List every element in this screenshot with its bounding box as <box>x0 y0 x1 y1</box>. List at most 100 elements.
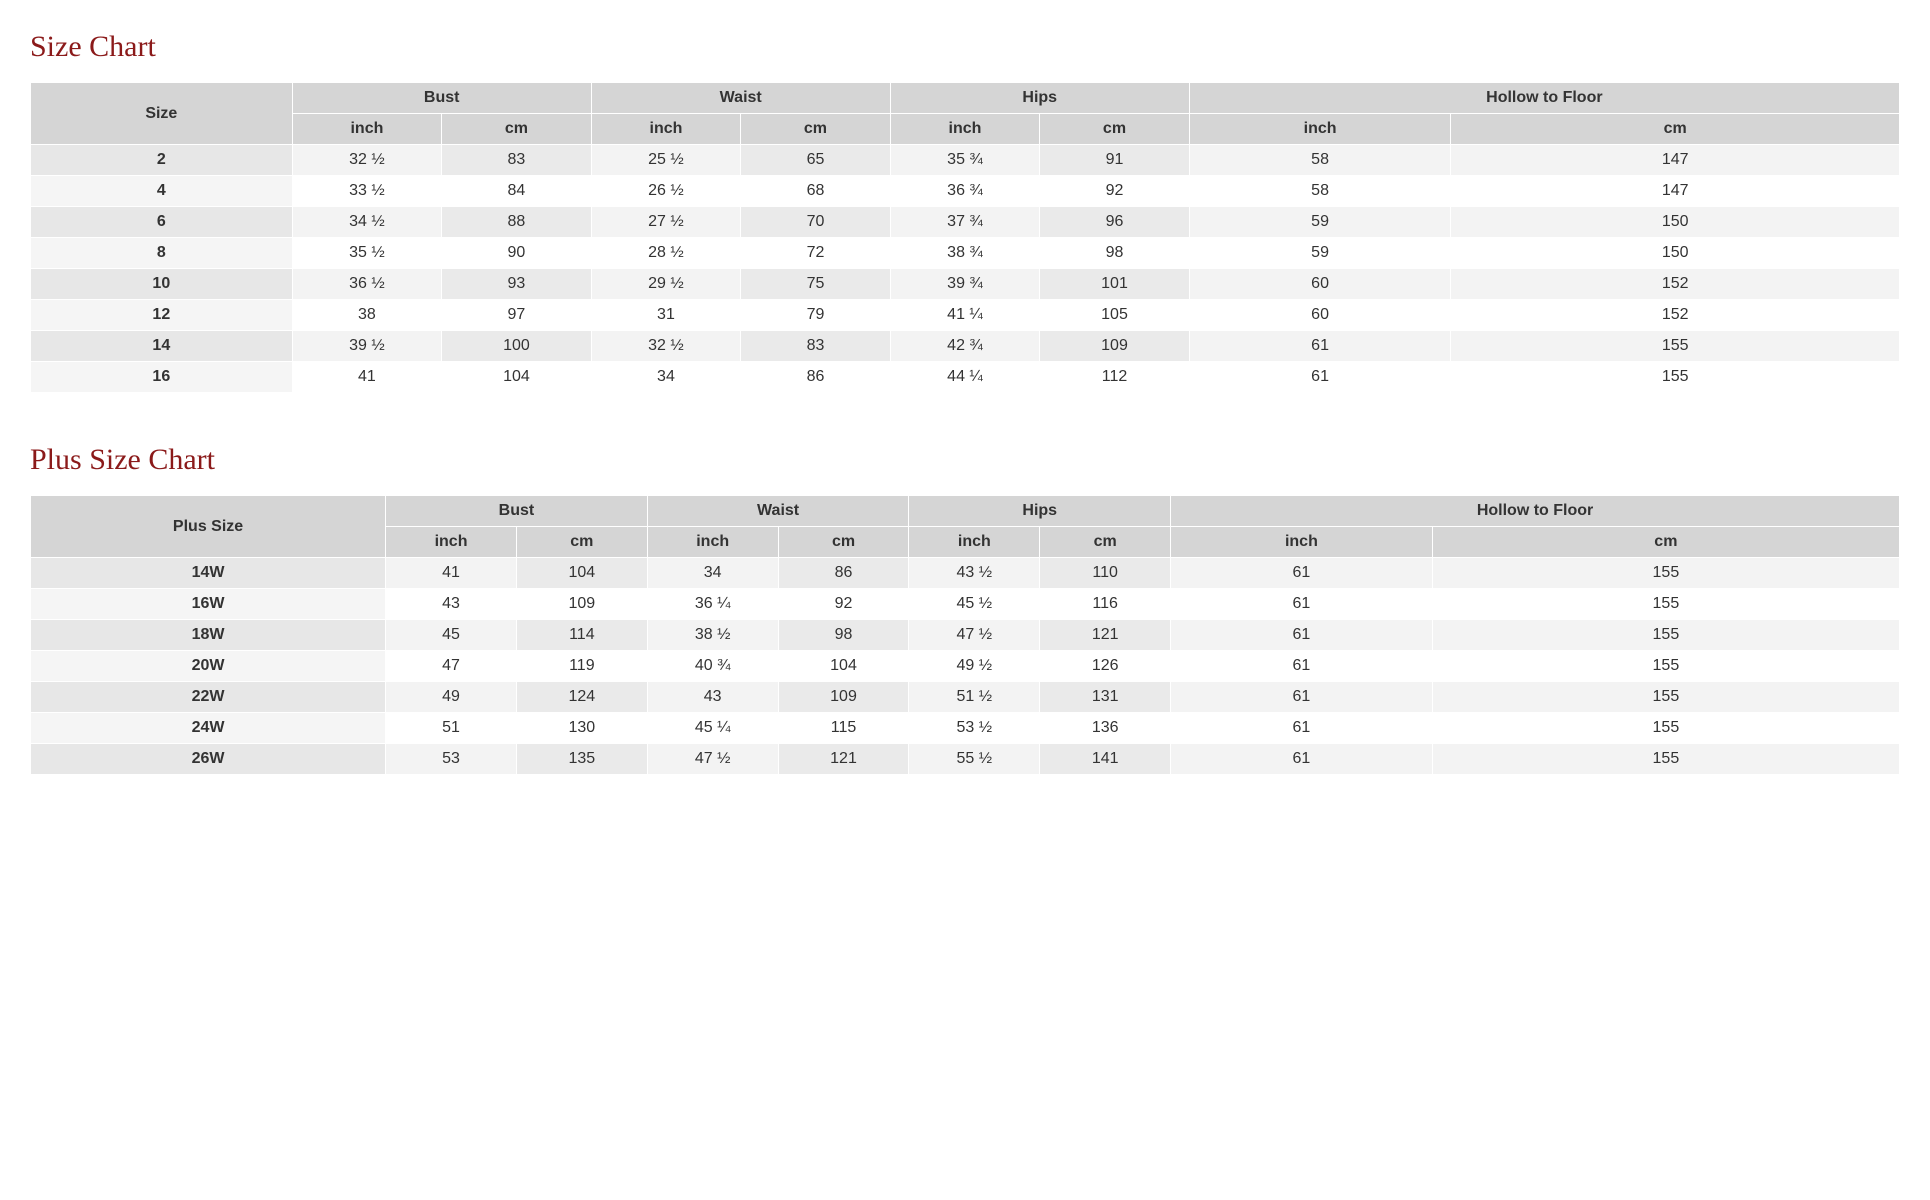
cell-htf_in: 61 <box>1171 589 1433 620</box>
cell-htf_cm: 152 <box>1451 269 1900 300</box>
cell-hips_cm: 126 <box>1040 651 1171 682</box>
size-chart-body: 232 ½8325 ½6535 ¾9158147433 ½8426 ½6836 … <box>31 145 1900 393</box>
cell-size: 10 <box>31 269 293 300</box>
cell-hips_in: 37 ¾ <box>890 207 1040 238</box>
cell-waist_in: 38 ½ <box>647 620 778 651</box>
cell-waist_in: 43 <box>647 682 778 713</box>
cell-htf_in: 61 <box>1171 651 1433 682</box>
cell-size: 26W <box>31 744 386 775</box>
cell-hips_in: 55 ½ <box>909 744 1040 775</box>
cell-htf_cm: 155 <box>1432 713 1899 744</box>
cell-bust_in: 36 ½ <box>292 269 442 300</box>
plus-size-chart-title: Plus Size Chart <box>30 443 1900 477</box>
cell-htf_in: 61 <box>1171 744 1433 775</box>
col-bust-inch: inch <box>386 527 517 558</box>
table-row: 24W5113045 ¼11553 ½13661155 <box>31 713 1900 744</box>
col-plus-size: Plus Size <box>31 496 386 558</box>
table-row: 232 ½8325 ½6535 ¾9158147 <box>31 145 1900 176</box>
cell-waist_cm: 65 <box>741 145 891 176</box>
cell-bust_cm: 83 <box>442 145 592 176</box>
col-waist: Waist <box>591 83 890 114</box>
cell-htf_cm: 155 <box>1451 331 1900 362</box>
cell-bust_cm: 104 <box>516 558 647 589</box>
cell-bust_in: 47 <box>386 651 517 682</box>
cell-bust_cm: 84 <box>442 176 592 207</box>
cell-waist_cm: 79 <box>741 300 891 331</box>
cell-hips_cm: 91 <box>1040 145 1190 176</box>
table-row: 18W4511438 ½9847 ½12161155 <box>31 620 1900 651</box>
cell-bust_cm: 88 <box>442 207 592 238</box>
cell-hips_cm: 101 <box>1040 269 1190 300</box>
cell-htf_cm: 155 <box>1432 744 1899 775</box>
cell-size: 6 <box>31 207 293 238</box>
cell-htf_cm: 150 <box>1451 238 1900 269</box>
table-row: 433 ½8426 ½6836 ¾9258147 <box>31 176 1900 207</box>
col-hips-inch: inch <box>890 114 1040 145</box>
cell-hips_cm: 141 <box>1040 744 1171 775</box>
cell-bust_in: 34 ½ <box>292 207 442 238</box>
cell-hips_cm: 92 <box>1040 176 1190 207</box>
cell-htf_in: 61 <box>1171 682 1433 713</box>
cell-htf_in: 59 <box>1189 238 1451 269</box>
cell-size: 18W <box>31 620 386 651</box>
cell-waist_cm: 115 <box>778 713 909 744</box>
cell-bust_cm: 130 <box>516 713 647 744</box>
table-row: 16W4310936 ¼9245 ½11661155 <box>31 589 1900 620</box>
cell-size: 14W <box>31 558 386 589</box>
col-hips: Hips <box>890 83 1189 114</box>
col-htf: Hollow to Floor <box>1189 83 1899 114</box>
cell-hips_cm: 98 <box>1040 238 1190 269</box>
cell-waist_in: 34 <box>647 558 778 589</box>
cell-size: 20W <box>31 651 386 682</box>
size-chart-title: Size Chart <box>30 30 1900 64</box>
cell-bust_in: 51 <box>386 713 517 744</box>
col-bust-cm: cm <box>516 527 647 558</box>
cell-bust_cm: 93 <box>442 269 592 300</box>
col-waist: Waist <box>647 496 909 527</box>
table-row: 14W41104348643 ½11061155 <box>31 558 1900 589</box>
cell-htf_cm: 152 <box>1451 300 1900 331</box>
col-hips-cm: cm <box>1040 114 1190 145</box>
cell-htf_in: 61 <box>1189 331 1451 362</box>
cell-hips_in: 35 ¾ <box>890 145 1040 176</box>
cell-hips_cm: 131 <box>1040 682 1171 713</box>
cell-bust_cm: 104 <box>442 362 592 393</box>
cell-htf_cm: 147 <box>1451 145 1900 176</box>
cell-size: 4 <box>31 176 293 207</box>
cell-hips_in: 53 ½ <box>909 713 1040 744</box>
cell-waist_in: 34 <box>591 362 741 393</box>
table-row: 1036 ½9329 ½7539 ¾10160152 <box>31 269 1900 300</box>
cell-hips_in: 42 ¾ <box>890 331 1040 362</box>
cell-hips_in: 41 ¼ <box>890 300 1040 331</box>
table-row: 26W5313547 ½12155 ½14161155 <box>31 744 1900 775</box>
cell-waist_cm: 98 <box>778 620 909 651</box>
plus-size-chart-table: Plus Size Bust Waist Hips Hollow to Floo… <box>30 495 1900 775</box>
cell-hips_cm: 105 <box>1040 300 1190 331</box>
cell-waist_cm: 86 <box>778 558 909 589</box>
cell-hips_cm: 96 <box>1040 207 1190 238</box>
col-bust: Bust <box>292 83 591 114</box>
cell-htf_in: 61 <box>1171 713 1433 744</box>
cell-hips_in: 36 ¾ <box>890 176 1040 207</box>
plus-size-chart-body: 14W41104348643 ½1106115516W4310936 ¼9245… <box>31 558 1900 775</box>
cell-waist_in: 25 ½ <box>591 145 741 176</box>
cell-waist_cm: 75 <box>741 269 891 300</box>
cell-bust_cm: 119 <box>516 651 647 682</box>
cell-bust_in: 33 ½ <box>292 176 442 207</box>
cell-htf_in: 60 <box>1189 300 1451 331</box>
cell-bust_cm: 124 <box>516 682 647 713</box>
table-row: 1439 ½10032 ½8342 ¾10961155 <box>31 331 1900 362</box>
cell-waist_cm: 92 <box>778 589 909 620</box>
col-htf-cm: cm <box>1451 114 1900 145</box>
col-waist-inch: inch <box>647 527 778 558</box>
cell-size: 14 <box>31 331 293 362</box>
col-bust: Bust <box>386 496 648 527</box>
cell-htf_in: 58 <box>1189 145 1451 176</box>
col-waist-inch: inch <box>591 114 741 145</box>
cell-hips_in: 44 ¼ <box>890 362 1040 393</box>
cell-hips_cm: 121 <box>1040 620 1171 651</box>
cell-htf_in: 58 <box>1189 176 1451 207</box>
cell-size: 16 <box>31 362 293 393</box>
cell-hips_cm: 109 <box>1040 331 1190 362</box>
cell-size: 22W <box>31 682 386 713</box>
